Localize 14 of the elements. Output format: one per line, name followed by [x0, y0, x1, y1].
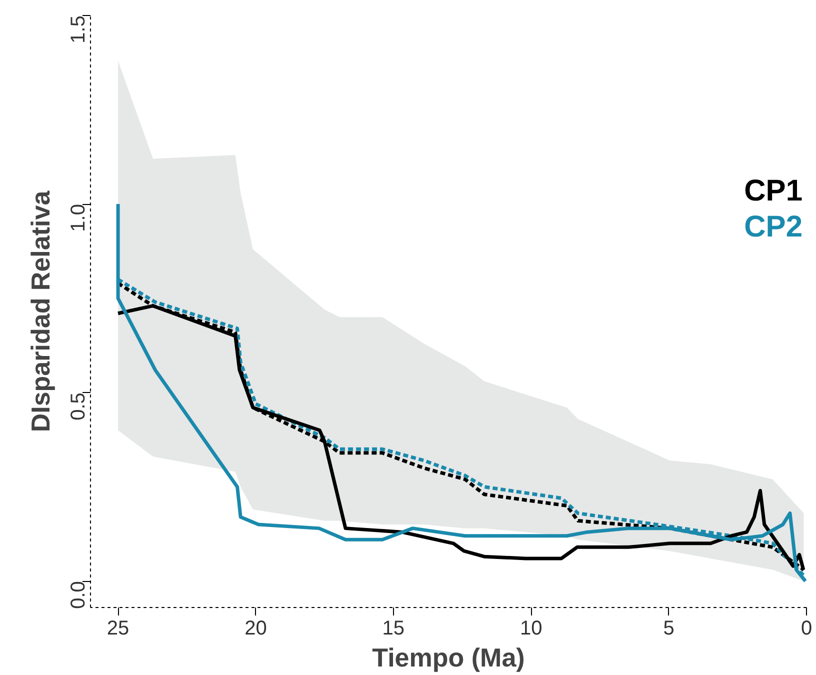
text: CP2 [744, 210, 802, 244]
y-tick-label: 0.5 [68, 392, 90, 420]
x-tick-label: 5 [663, 618, 674, 640]
x-tick-label: 15 [382, 618, 405, 640]
x-tick-label: 20 [244, 618, 267, 640]
x-tick-label: 0 [800, 618, 812, 640]
x-tick-label: 10 [520, 618, 542, 640]
x-tick-label: 25 [106, 618, 130, 640]
x-axis-title: Tiempo (Ma) [372, 642, 525, 672]
y-axis-title: DIsparidad Relativa [26, 190, 56, 432]
y-tick-label: 1.0 [68, 204, 90, 232]
y-tick-label: 0.0 [68, 581, 90, 609]
y-tick-label: 1.5 [68, 15, 90, 44]
text: CP1 [744, 174, 802, 208]
